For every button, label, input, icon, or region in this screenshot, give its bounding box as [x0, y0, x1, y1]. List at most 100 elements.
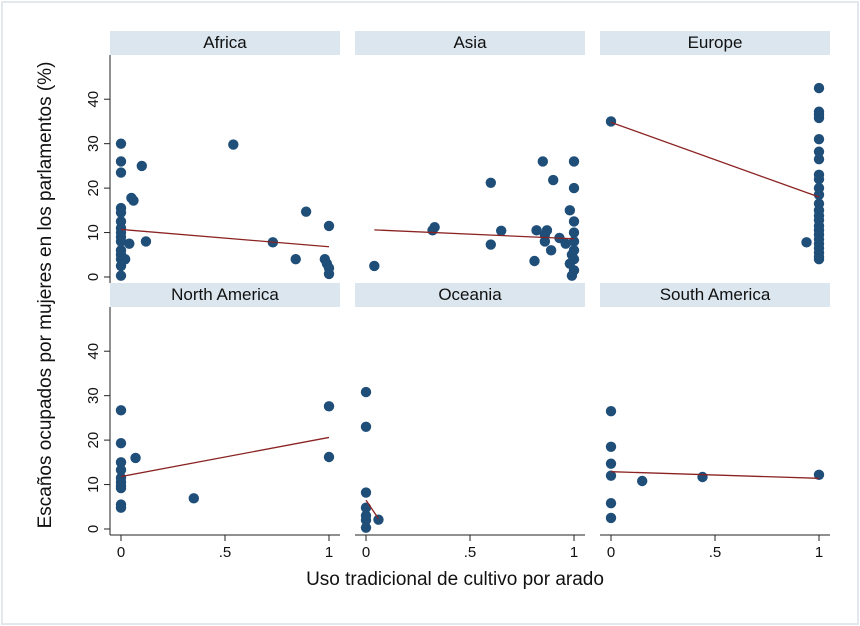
- x-tick-label: .5: [219, 544, 232, 561]
- data-point: [290, 254, 301, 265]
- data-point: [115, 207, 127, 218]
- panel-strip: [600, 283, 830, 307]
- panel-strip: [355, 283, 585, 307]
- data-point: [323, 451, 335, 463]
- data-point: [188, 493, 199, 504]
- data-point: [605, 406, 617, 417]
- data-point: [115, 502, 127, 513]
- y-tick-label: 20: [85, 432, 102, 449]
- data-point: [496, 225, 507, 236]
- data-point: [560, 238, 571, 249]
- fit-line: [610, 471, 820, 479]
- data-point: [568, 216, 580, 227]
- panel-strip: [355, 31, 585, 55]
- data-point: [605, 458, 617, 469]
- data-point: [360, 386, 372, 398]
- y-tick-label: 40: [85, 91, 102, 108]
- data-point: [124, 238, 135, 249]
- y-tick-label: 0: [85, 525, 102, 533]
- data-point: [130, 452, 141, 464]
- data-point: [485, 177, 496, 188]
- data-point: [605, 512, 617, 524]
- data-point: [323, 220, 335, 232]
- data-point: [115, 438, 127, 449]
- data-point: [115, 156, 127, 167]
- data-point: [115, 270, 127, 281]
- panel-oceania: Oceania 0 .5 1: [355, 283, 585, 561]
- data-point: [531, 225, 542, 236]
- x-tick-label: 0: [362, 544, 370, 561]
- data-point: [568, 236, 580, 247]
- x-tick-label: .5: [464, 544, 477, 561]
- data-point: [537, 156, 548, 167]
- data-point: [813, 134, 825, 145]
- data-point: [115, 138, 127, 149]
- data-point: [605, 498, 617, 509]
- y-tick-label: 30: [85, 135, 102, 152]
- data-point: [128, 195, 139, 206]
- data-point: [360, 487, 372, 498]
- panel-title: Oceania: [438, 285, 502, 304]
- data-point: [545, 245, 557, 256]
- data-point: [813, 154, 825, 165]
- panel-title: South America: [660, 285, 771, 304]
- data-point: [369, 260, 380, 272]
- data-point: [115, 405, 127, 416]
- y-tick-label: 10: [85, 224, 102, 241]
- x-tick-label: 1: [570, 544, 578, 561]
- data-point: [360, 421, 372, 432]
- data-point: [115, 236, 127, 247]
- data-point: [813, 112, 825, 124]
- data-point: [323, 268, 335, 280]
- data-point: [548, 174, 559, 186]
- x-tick-label: 1: [325, 544, 333, 561]
- data-point: [801, 237, 812, 248]
- fit-line: [610, 121, 820, 198]
- y-tick-label: 10: [85, 476, 102, 493]
- panel-title: Asia: [453, 33, 487, 52]
- panel-africa: Africa 0 10 20 30 40: [85, 31, 340, 283]
- fit-line: [374, 229, 575, 240]
- data-point: [568, 156, 580, 167]
- x-tick-label: 1: [815, 544, 823, 561]
- x-tick-label: .5: [709, 544, 722, 561]
- x-tick-label: 0: [117, 544, 125, 561]
- fit-line: [120, 228, 330, 248]
- data-point: [813, 189, 825, 200]
- data-point: [568, 245, 580, 256]
- y-axis-title: Escaños ocupados por mujeres en los parl…: [35, 62, 56, 529]
- data-point: [697, 471, 708, 483]
- panel-europe: Europe: [600, 31, 830, 265]
- data-point: [813, 146, 825, 157]
- data-point: [360, 514, 372, 526]
- data-point: [813, 469, 825, 480]
- data-point: [813, 82, 825, 94]
- panel-title: North America: [171, 285, 279, 304]
- data-point: [813, 254, 825, 265]
- data-point: [605, 470, 617, 481]
- data-point: [300, 206, 312, 217]
- data-point: [323, 401, 335, 412]
- data-point: [373, 514, 384, 525]
- panel-asia: Asia: [355, 31, 585, 281]
- data-point: [115, 457, 127, 468]
- fit-line: [365, 499, 380, 520]
- data-point: [605, 116, 617, 127]
- panel-south-america: South America 0 .5 1: [600, 283, 830, 561]
- data-point: [115, 464, 127, 476]
- fit-line: [120, 436, 330, 478]
- data-point: [637, 475, 648, 487]
- y-tick-label: 40: [85, 343, 102, 360]
- data-point: [485, 239, 496, 250]
- data-point: [568, 254, 580, 265]
- x-tick-label: 0: [607, 544, 615, 561]
- data-point: [539, 236, 551, 247]
- panel-strip: [110, 31, 340, 55]
- data-point: [115, 167, 127, 178]
- data-point: [140, 236, 152, 247]
- data-point: [605, 441, 617, 452]
